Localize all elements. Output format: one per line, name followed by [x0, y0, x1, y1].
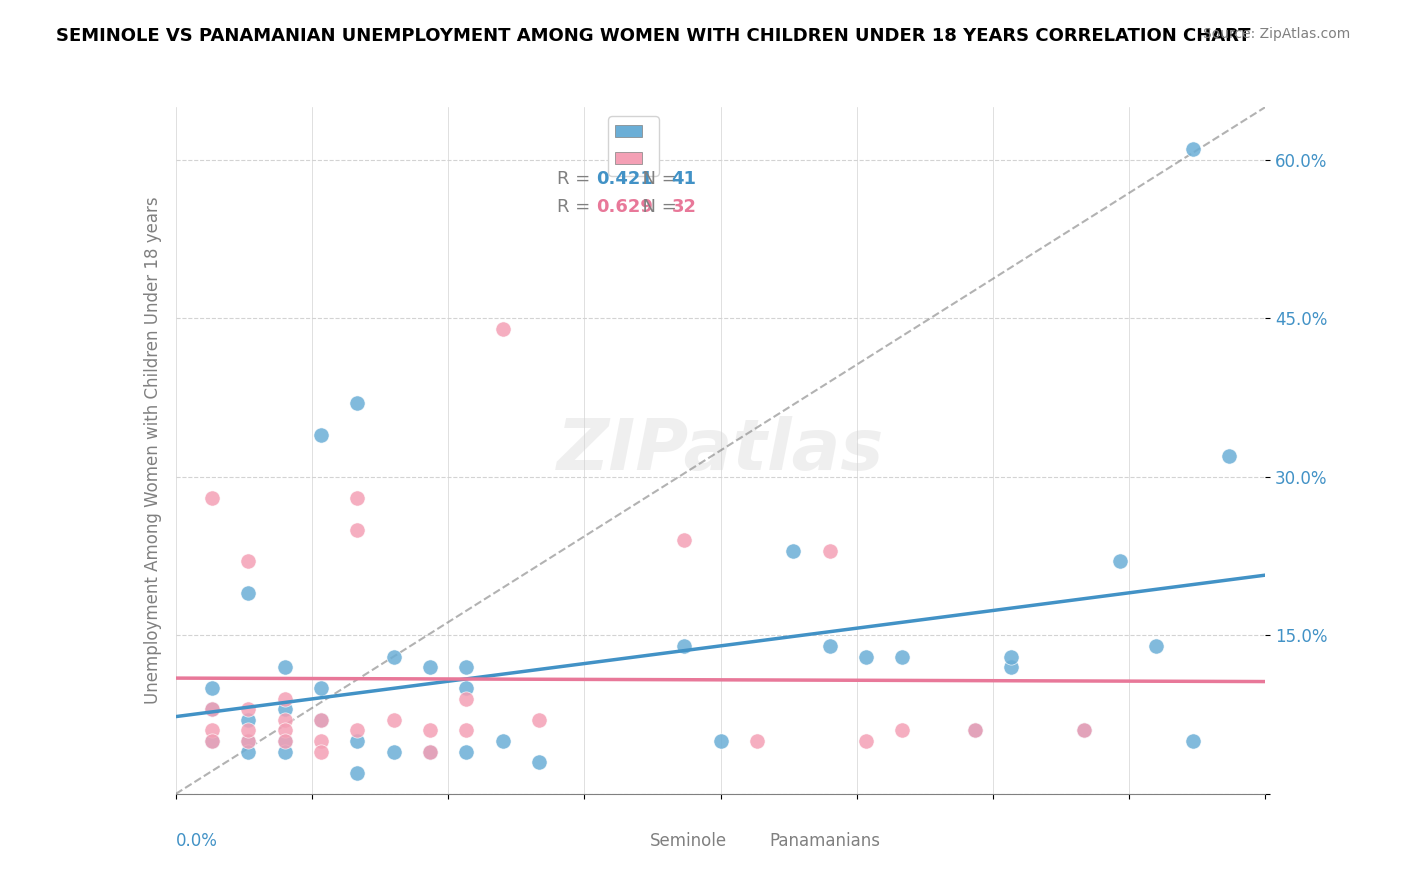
- Point: [419, 745, 441, 759]
- Point: [274, 723, 297, 738]
- Point: [309, 681, 332, 696]
- Point: [309, 745, 332, 759]
- Point: [238, 745, 260, 759]
- Point: [274, 734, 297, 748]
- Text: 0.0%: 0.0%: [176, 831, 218, 850]
- Point: [274, 734, 297, 748]
- Point: [382, 713, 405, 727]
- Point: [238, 734, 260, 748]
- Point: [1146, 639, 1168, 653]
- Point: [382, 745, 405, 759]
- Point: [963, 723, 986, 738]
- Point: [818, 544, 841, 558]
- Point: [1181, 142, 1204, 156]
- Point: [891, 723, 914, 738]
- Point: [1073, 723, 1095, 738]
- Point: [818, 639, 841, 653]
- Text: R =: R =: [557, 170, 596, 188]
- Point: [309, 734, 332, 748]
- Point: [346, 396, 368, 410]
- Point: [346, 723, 368, 738]
- Point: [238, 713, 260, 727]
- Point: [274, 745, 297, 759]
- Text: 0.421: 0.421: [596, 170, 654, 188]
- Point: [527, 713, 550, 727]
- Text: R =: R =: [557, 198, 596, 216]
- Point: [346, 765, 368, 780]
- Point: [419, 723, 441, 738]
- Point: [673, 533, 696, 548]
- Point: [346, 491, 368, 505]
- Y-axis label: Unemployment Among Women with Children Under 18 years: Unemployment Among Women with Children U…: [143, 196, 162, 705]
- Text: SEMINOLE VS PANAMANIAN UNEMPLOYMENT AMONG WOMEN WITH CHILDREN UNDER 18 YEARS COR: SEMINOLE VS PANAMANIAN UNEMPLOYMENT AMON…: [56, 27, 1251, 45]
- Point: [782, 544, 804, 558]
- Point: [456, 745, 478, 759]
- Point: [419, 660, 441, 674]
- Text: N =: N =: [631, 170, 683, 188]
- Point: [238, 586, 260, 600]
- Point: [201, 734, 224, 748]
- Text: Panamanians: Panamanians: [769, 831, 880, 850]
- Point: [527, 755, 550, 769]
- Text: ZIPatlas: ZIPatlas: [557, 416, 884, 485]
- Point: [238, 734, 260, 748]
- Text: Source: ZipAtlas.com: Source: ZipAtlas.com: [1202, 27, 1350, 41]
- Point: [238, 723, 260, 738]
- Point: [1000, 660, 1022, 674]
- Point: [456, 723, 478, 738]
- Point: [456, 660, 478, 674]
- Point: [238, 554, 260, 568]
- Point: [382, 649, 405, 664]
- Point: [238, 702, 260, 716]
- Point: [309, 427, 332, 442]
- Point: [855, 734, 877, 748]
- Point: [1218, 449, 1240, 463]
- Point: [201, 723, 224, 738]
- Point: [1181, 734, 1204, 748]
- Point: [274, 660, 297, 674]
- Point: [419, 745, 441, 759]
- FancyBboxPatch shape: [748, 819, 768, 846]
- Point: [855, 649, 877, 664]
- Point: [492, 322, 515, 336]
- Point: [1073, 723, 1095, 738]
- Point: [201, 702, 224, 716]
- Point: [346, 523, 368, 537]
- Point: [492, 734, 515, 748]
- Text: Seminole: Seminole: [650, 831, 727, 850]
- Point: [274, 713, 297, 727]
- Point: [309, 713, 332, 727]
- Point: [201, 681, 224, 696]
- Point: [201, 734, 224, 748]
- Point: [201, 491, 224, 505]
- Text: 41: 41: [672, 170, 696, 188]
- Point: [346, 734, 368, 748]
- Point: [745, 734, 768, 748]
- Point: [274, 702, 297, 716]
- Point: [1000, 649, 1022, 664]
- Point: [963, 723, 986, 738]
- Point: [1109, 554, 1132, 568]
- Text: 32: 32: [672, 198, 696, 216]
- Point: [309, 713, 332, 727]
- Point: [456, 681, 478, 696]
- Point: [456, 691, 478, 706]
- FancyBboxPatch shape: [623, 819, 643, 846]
- Point: [201, 702, 224, 716]
- Text: 0.629: 0.629: [596, 198, 654, 216]
- Point: [891, 649, 914, 664]
- Text: N =: N =: [631, 198, 683, 216]
- Point: [673, 639, 696, 653]
- Point: [710, 734, 733, 748]
- Legend: , : ,: [609, 116, 658, 176]
- Point: [274, 691, 297, 706]
